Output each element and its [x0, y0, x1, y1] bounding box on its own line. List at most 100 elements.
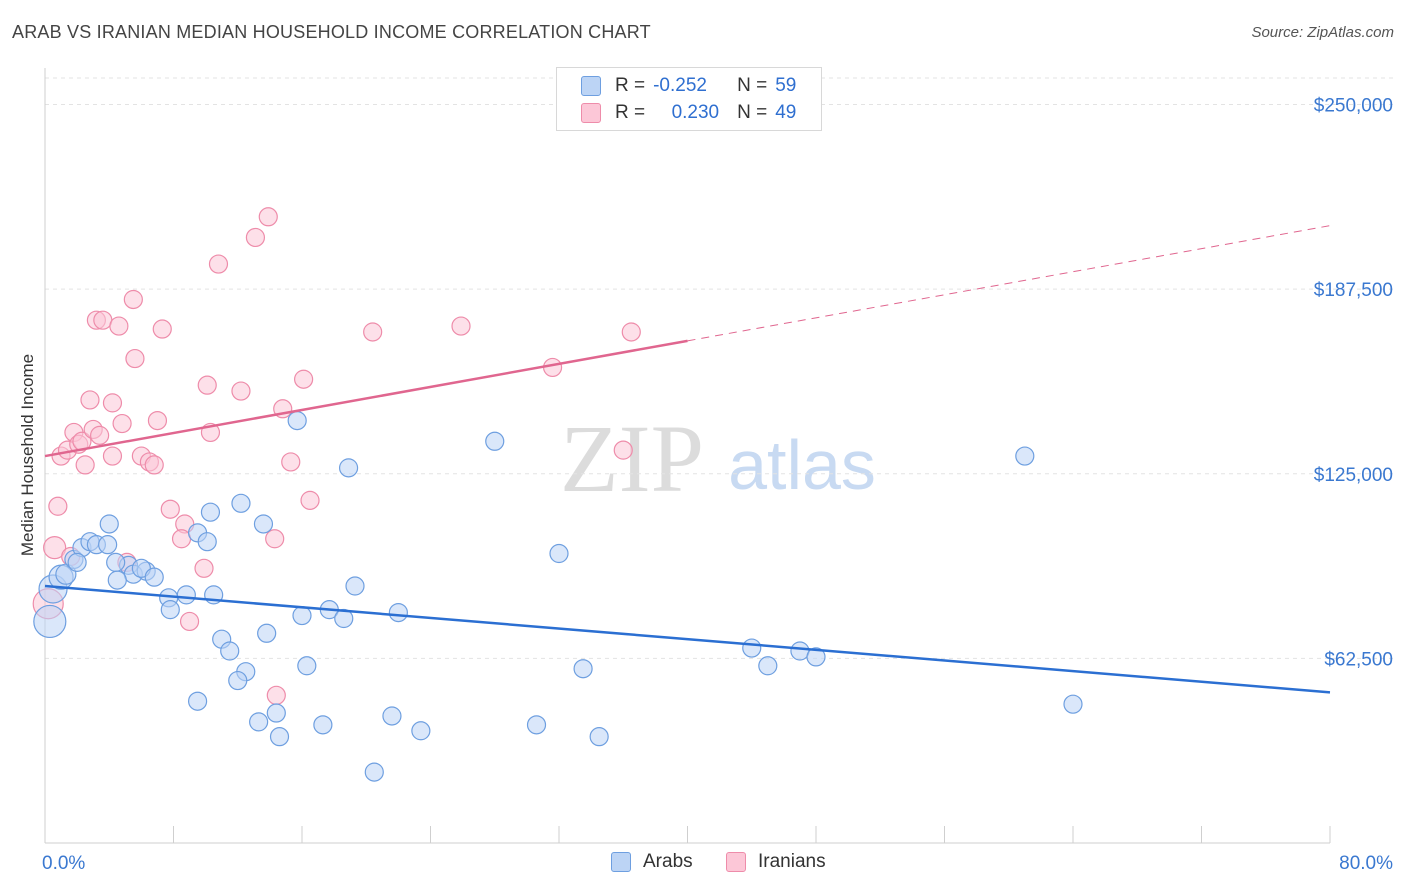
iranian-point-18	[112, 413, 132, 434]
trend-line-arabs	[44, 584, 1331, 694]
stats-legend: R = -0.252 N = 59 R = 0.230 N = 49	[556, 67, 822, 131]
arab-point-49	[526, 715, 547, 735]
iranian-point-34	[208, 254, 229, 274]
arab-point-0	[33, 604, 67, 639]
arab-point-55	[790, 641, 810, 661]
arab-point-52	[589, 727, 609, 747]
arab-point-53	[742, 638, 762, 658]
arab-point-44	[382, 706, 402, 726]
iranian-point-14	[93, 310, 113, 330]
arab-point-27	[257, 623, 277, 643]
arab-point-26	[253, 514, 274, 534]
iranian-point-45	[451, 316, 471, 336]
arab-point-45	[388, 602, 408, 623]
source-credit: Source: ZipAtlas.com	[1251, 24, 1394, 41]
iranian-point-39	[266, 685, 286, 705]
arab-point-47	[287, 411, 307, 431]
r-value: -0.252	[653, 75, 707, 96]
arab-point-48	[485, 431, 505, 451]
y-tick-label-1: $125,000	[1314, 465, 1393, 486]
y-tick-label-0: $62,500	[1324, 649, 1393, 670]
iranian-point-35	[231, 381, 251, 401]
arab-point-19	[160, 600, 180, 620]
iranian-point-31	[194, 558, 214, 578]
iranian-point-20	[123, 289, 143, 310]
arab-point-14	[107, 570, 127, 590]
y-tick-label-2: $187,500	[1314, 280, 1393, 301]
chart-title: ARAB VS IRANIAN MEDIAN HOUSEHOLD INCOME …	[12, 22, 651, 42]
iranian-point-21	[125, 348, 145, 369]
arab-point-58	[1063, 694, 1083, 714]
arab-point-38	[313, 715, 333, 735]
gridlines	[45, 77, 1395, 659]
iranian-point-15	[102, 393, 123, 413]
arab-point-10	[98, 535, 118, 555]
arabs-legend-swatch	[611, 852, 631, 872]
arab-point-13	[106, 552, 126, 572]
iranian-point-30	[179, 611, 200, 632]
legend-item-iranians[interactable]: Iranians	[726, 851, 826, 873]
arab-point-23	[197, 532, 217, 552]
tick-labels: $62,500 $125,000 $187,500 $250,000 0.0% 80.0%	[42, 96, 1393, 874]
arab-point-51	[573, 659, 593, 679]
n-label: N =	[737, 102, 768, 123]
legend-label-arabs: Arabs	[643, 851, 693, 872]
arab-point-46	[411, 721, 431, 741]
arab-point-33	[249, 712, 269, 732]
arab-point-50	[549, 543, 569, 564]
iranian-point-13	[90, 425, 110, 445]
r-label: R =	[615, 75, 646, 96]
iranian-point-24	[144, 455, 164, 475]
n-value: 59	[775, 75, 797, 96]
legend-label-iranians: Iranians	[758, 851, 826, 872]
iranian-point-17	[109, 316, 129, 336]
legend-item-arabs[interactable]: Arabs	[611, 851, 693, 873]
arab-point-43	[364, 762, 384, 782]
arab-point-41	[338, 458, 359, 478]
iranian-point-42	[294, 369, 314, 389]
arabs-points	[33, 411, 1083, 782]
r-label: R =	[615, 102, 646, 123]
iranian-point-16	[102, 446, 123, 466]
iranian-point-25	[147, 411, 168, 431]
arab-point-35	[269, 727, 290, 747]
y-tick-label-3: $250,000	[1314, 96, 1393, 117]
iranian-point-47	[613, 440, 633, 460]
watermark-zip: ZIP	[560, 405, 704, 512]
iranian-point-27	[160, 499, 180, 519]
trend-lines	[44, 225, 1331, 694]
iranian-point-41	[281, 452, 301, 472]
watermark-atlas: atlas	[728, 426, 876, 504]
iranians-legend-swatch	[726, 852, 746, 872]
arab-point-56	[806, 647, 826, 667]
axes	[44, 68, 1331, 844]
arab-point-25	[231, 493, 251, 513]
iranian-point-9	[75, 455, 95, 475]
arabs-swatch	[581, 76, 601, 96]
arab-point-32	[187, 691, 208, 711]
iranian-point-26	[152, 319, 172, 339]
arab-point-8	[67, 552, 87, 572]
arab-point-57	[1015, 446, 1035, 466]
x-tick-label-max: 80.0%	[1339, 853, 1393, 874]
arab-point-42	[345, 576, 365, 596]
r-value: 0.230	[671, 102, 720, 123]
n-value: 49	[775, 102, 797, 123]
arab-point-20	[176, 585, 196, 605]
arab-point-31	[228, 670, 248, 691]
iranian-point-37	[258, 207, 278, 227]
arab-point-34	[266, 703, 286, 723]
arab-point-17	[144, 567, 164, 587]
arab-point-29	[220, 641, 240, 661]
iranian-point-1	[43, 536, 67, 560]
arab-point-36	[297, 656, 317, 676]
iranian-point-10	[80, 390, 100, 410]
arab-point-9	[99, 514, 119, 534]
iranian-point-44	[363, 322, 383, 342]
x-tick-label-min: 0.0%	[42, 853, 85, 874]
iranians-swatch	[581, 103, 601, 123]
iranian-point-29	[171, 529, 192, 549]
iranian-point-43	[300, 490, 320, 510]
stats-row-iranians: R = 0.230 N = 49	[581, 101, 796, 125]
arab-point-37	[292, 605, 312, 626]
